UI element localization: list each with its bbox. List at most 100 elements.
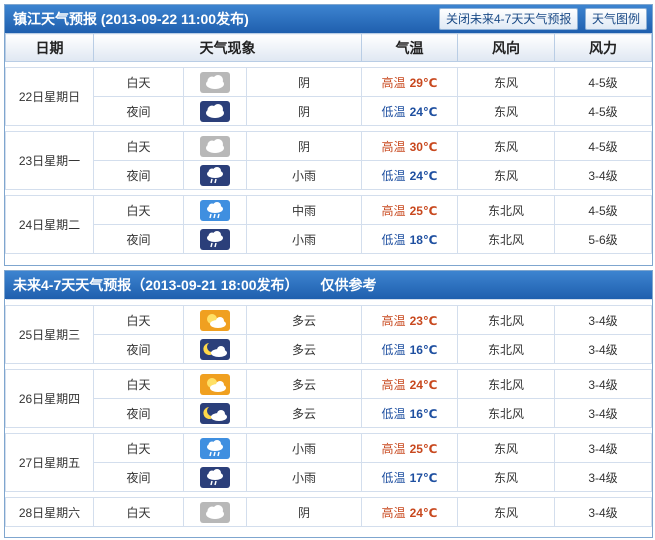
wind-direction: 东风 bbox=[457, 160, 555, 190]
forecast-row: 22日星期日 白天阴高温 29℃ 东风 4-5级 bbox=[5, 67, 652, 126]
temp-value: 30℃ bbox=[409, 139, 438, 154]
wind-direction: 东北风 bbox=[457, 369, 555, 399]
temperature-cell: 高温 24℃ bbox=[361, 369, 458, 399]
forecast-row: 夜间 多云 低温 16℃ 东北风 3-4级 bbox=[6, 334, 652, 364]
rain-night-icon bbox=[200, 164, 230, 186]
weather-legend-button[interactable]: 天气图例 bbox=[585, 8, 648, 30]
temp-label: 低温 bbox=[381, 342, 406, 357]
header-temperature: 气温 bbox=[361, 33, 458, 62]
weather-text: 小雨 bbox=[246, 462, 362, 492]
partly-day-icon bbox=[200, 373, 230, 395]
wind-force: 4-5级 bbox=[554, 67, 652, 97]
temperature-cell: 低温 17℃ bbox=[361, 462, 458, 492]
weather-icon-cell bbox=[183, 497, 247, 527]
weather-text: 多云 bbox=[246, 398, 362, 428]
weather-icon-cell bbox=[183, 131, 247, 161]
rain-night-icon bbox=[200, 466, 230, 488]
period-label: 白天 bbox=[93, 433, 184, 463]
wind-force: 3-4级 bbox=[554, 497, 652, 527]
cloudy-day-icon bbox=[200, 71, 230, 93]
rain-night-icon bbox=[200, 228, 230, 250]
future-forecast-header: 未来4-7天天气预报（2013-09-21 18:00发布） 仅供参考 bbox=[5, 271, 652, 299]
period-label: 夜间 bbox=[93, 224, 184, 254]
wind-direction: 东风 bbox=[457, 462, 555, 492]
weather-icon-cell bbox=[183, 67, 247, 97]
weather-icon-cell bbox=[183, 224, 247, 254]
temp-value: 25℃ bbox=[409, 203, 438, 218]
forecast-row: 23日星期一 白天阴高温 30℃ 东风 4-5级 bbox=[5, 131, 652, 190]
day-date: 25日星期三 bbox=[5, 305, 94, 364]
temp-value: 24℃ bbox=[409, 505, 438, 520]
period-label: 夜间 bbox=[93, 160, 184, 190]
wind-direction: 东北风 bbox=[457, 224, 555, 254]
temp-value: 24℃ bbox=[409, 104, 438, 119]
today-forecast-header: 镇江天气预报 (2013-09-22 11:00发布) 关闭未来4-7天天气预报… bbox=[5, 5, 652, 33]
forecast-row: 28日星期六 白天阴高温 24℃ 东风 3-4级 bbox=[5, 497, 652, 527]
temp-label: 低温 bbox=[381, 232, 406, 247]
forecast-row: 夜间阴低温 24℃ 东风 4-5级 bbox=[6, 96, 652, 126]
wind-force: 3-4级 bbox=[554, 305, 652, 335]
wind-force: 4-5级 bbox=[554, 131, 652, 161]
forecast-row: 夜间 小雨 低温 17℃ 东风 3-4级 bbox=[6, 462, 652, 492]
table-header-row: 日期 天气现象 气温 风向 风力 bbox=[5, 33, 652, 62]
temp-label: 高温 bbox=[381, 203, 406, 218]
temp-label: 高温 bbox=[381, 377, 406, 392]
weather-text: 多云 bbox=[246, 369, 362, 399]
wind-direction: 东北风 bbox=[457, 398, 555, 428]
wind-direction: 东北风 bbox=[457, 195, 555, 225]
wind-force: 4-5级 bbox=[554, 96, 652, 126]
weather-icon-cell bbox=[183, 160, 247, 190]
wind-force: 3-4级 bbox=[554, 369, 652, 399]
weather-text: 小雨 bbox=[246, 160, 362, 190]
wind-force: 5-6级 bbox=[554, 224, 652, 254]
today-forecast-title: 镇江天气预报 (2013-09-22 11:00发布) bbox=[13, 11, 249, 27]
weather-text: 多云 bbox=[246, 305, 362, 335]
period-label: 白天 bbox=[93, 497, 184, 527]
weather-icon-cell bbox=[183, 96, 247, 126]
weather-text: 阴 bbox=[246, 497, 362, 527]
period-label: 白天 bbox=[93, 67, 184, 97]
partly-day-icon bbox=[200, 309, 230, 331]
period-label: 白天 bbox=[93, 131, 184, 161]
day-date: 28日星期六 bbox=[5, 497, 94, 527]
forecast-row: 夜间 小雨 低温 18℃ 东北风 5-6级 bbox=[6, 224, 652, 254]
partly-night-icon bbox=[200, 338, 230, 360]
temperature-cell: 低温 18℃ bbox=[361, 224, 458, 254]
partly-night-icon bbox=[200, 402, 230, 424]
wind-direction: 东风 bbox=[457, 96, 555, 126]
temp-label: 高温 bbox=[381, 505, 406, 520]
temperature-cell: 高温 24℃ bbox=[361, 497, 458, 527]
day-date: 22日星期日 bbox=[5, 67, 94, 126]
wind-direction: 东风 bbox=[457, 67, 555, 97]
temperature-cell: 高温 29℃ bbox=[361, 67, 458, 97]
wind-force: 3-4级 bbox=[554, 433, 652, 463]
period-label: 夜间 bbox=[93, 398, 184, 428]
cloudy-day-icon bbox=[200, 135, 230, 157]
temperature-cell: 高温 23℃ bbox=[361, 305, 458, 335]
cloudy-night-icon bbox=[200, 100, 230, 122]
future-forecast-panel: 未来4-7天天气预报（2013-09-21 18:00发布） 仅供参考 25日星期… bbox=[4, 270, 653, 538]
weather-icon-cell bbox=[183, 195, 247, 225]
wind-force: 3-4级 bbox=[554, 398, 652, 428]
wind-force: 3-4级 bbox=[554, 462, 652, 492]
temperature-cell: 低温 24℃ bbox=[361, 160, 458, 190]
header-date: 日期 bbox=[5, 33, 94, 62]
period-label: 夜间 bbox=[93, 462, 184, 492]
rain-day-icon bbox=[200, 437, 230, 459]
forecast-row: 夜间 小雨 低温 24℃ 东风 3-4级 bbox=[6, 160, 652, 190]
wind-force: 4-5级 bbox=[554, 195, 652, 225]
temp-label: 低温 bbox=[381, 168, 406, 183]
temp-value: 24℃ bbox=[409, 377, 438, 392]
temp-label: 高温 bbox=[381, 313, 406, 328]
day-date: 23日星期一 bbox=[5, 131, 94, 190]
weather-icon-cell bbox=[183, 305, 247, 335]
forecast-row: 25日星期三 白天 多云 高温 23℃ 东北风 3-4级 bbox=[5, 305, 652, 364]
period-label: 夜间 bbox=[93, 334, 184, 364]
temp-label: 低温 bbox=[381, 104, 406, 119]
day-date: 27日星期五 bbox=[5, 433, 94, 492]
rain-day-icon bbox=[200, 199, 230, 221]
today-forecast-table: 日期 天气现象 气温 风向 风力 22日星期日 白天阴高温 29℃ 东风 4-5级 夜间阴… bbox=[5, 33, 652, 254]
weather-text: 小雨 bbox=[246, 433, 362, 463]
temp-value: 18℃ bbox=[409, 232, 438, 247]
close-future-forecast-button[interactable]: 关闭未来4-7天天气预报 bbox=[439, 8, 579, 30]
